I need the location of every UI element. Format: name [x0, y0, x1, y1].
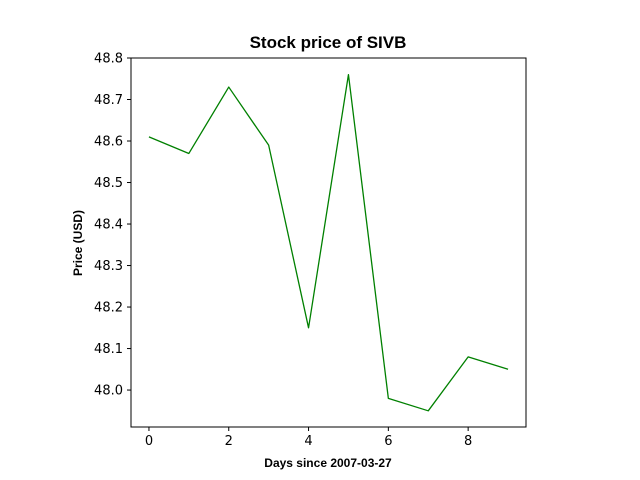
x-tick-label: 8 — [464, 434, 472, 449]
x-axis-label: Days since 2007-03-27 — [264, 456, 392, 470]
x-tick-label: 6 — [384, 434, 392, 449]
price-line — [148, 73, 509, 412]
y-tick-label: 48.5 — [94, 176, 123, 191]
chart-title: Stock price of SIVB — [250, 33, 407, 52]
y-tick-label: 48.4 — [94, 218, 123, 233]
y-tick-label: 48.6 — [94, 135, 123, 150]
plot-frame — [130, 57, 527, 428]
y-axis-label: Price (USD) — [71, 210, 85, 276]
y-tick-label: 48.1 — [94, 342, 123, 357]
plot-area: 0 2 4 6 8 48.0 48.1 48.2 48.3 48.4 48.5 48.6 48.7 48.… — [94, 52, 527, 449]
x-tick-label: 4 — [304, 434, 312, 449]
y-tick-label: 48.7 — [94, 93, 123, 108]
y-tick-label: 48.8 — [94, 52, 123, 67]
y-tick-label: 48.2 — [94, 301, 123, 316]
y-tick-label: 48.3 — [94, 259, 123, 274]
x-tick-label: 0 — [145, 434, 153, 449]
x-tick-label: 2 — [225, 434, 233, 449]
y-tick-label: 48.0 — [94, 384, 123, 399]
